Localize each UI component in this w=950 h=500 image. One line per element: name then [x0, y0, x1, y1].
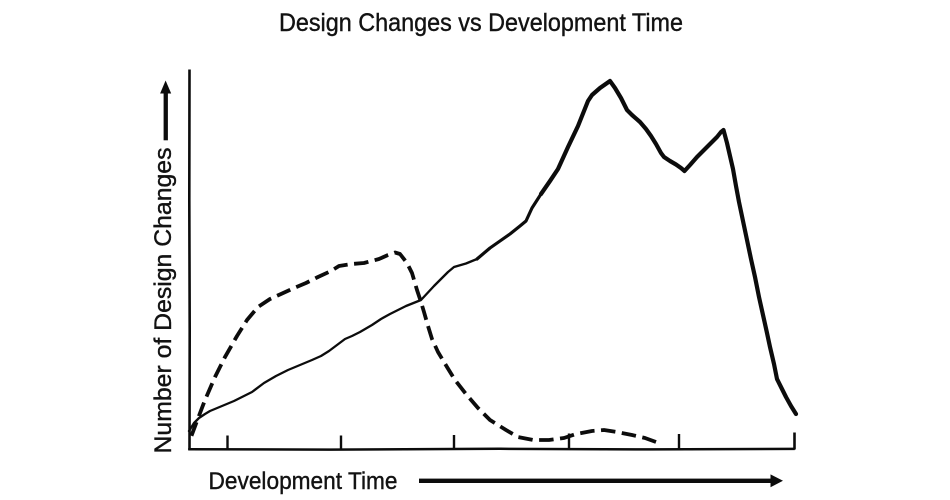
svg-text:Development Time: Development Time: [209, 468, 398, 495]
svg-text:Design Changes vs Development: Design Changes vs Development Time: [279, 9, 683, 37]
svg-text:Number of Design Changes: Number of Design Changes: [150, 148, 177, 454]
